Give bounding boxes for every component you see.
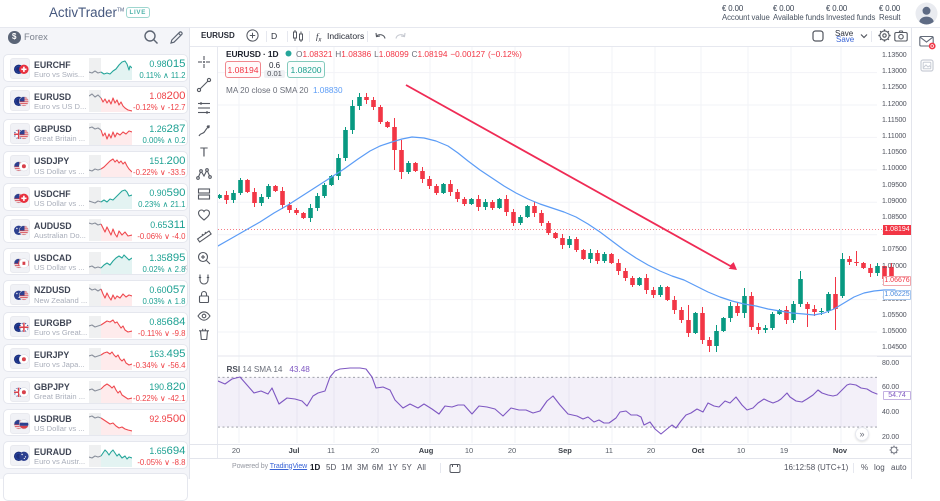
svg-text:T: T — [200, 145, 208, 160]
